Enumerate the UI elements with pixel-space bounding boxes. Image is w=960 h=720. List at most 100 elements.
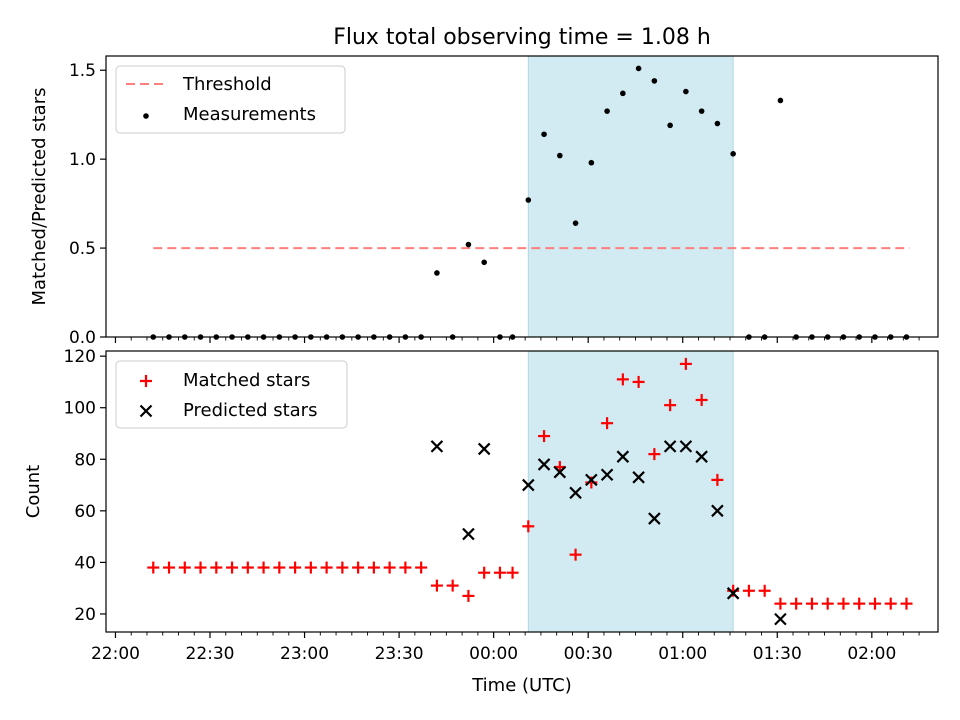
- x-tick-label: 02:00: [847, 644, 896, 664]
- predicted-star-point: [774, 612, 787, 626]
- x-tick-label: 00:30: [564, 644, 613, 664]
- matched-star-point: [616, 373, 629, 386]
- matched-star-point: [538, 430, 551, 443]
- y-tick-label: 1.5: [69, 61, 96, 81]
- predicted-star-point: [679, 440, 693, 453]
- matched-star-point: [695, 393, 708, 406]
- matched-star-point: [774, 597, 787, 610]
- matched-stars-points: [147, 357, 913, 610]
- chart-title: Flux total observing time = 1.08 h: [333, 25, 711, 50]
- y-tick-label: 0.0: [69, 328, 96, 348]
- matched-star-point: [601, 417, 614, 430]
- measurement-point: [651, 78, 658, 84]
- x-tick-label: 22:00: [91, 644, 140, 664]
- measurement-point: [572, 220, 579, 226]
- matched-star-point: [884, 597, 897, 610]
- matched-star-point: [711, 473, 724, 486]
- bottom-y-axis: 20 40 60 80 100 120: [64, 347, 106, 625]
- top-plot-frame: [105, 55, 939, 338]
- bottom-legend: Matched stars Predicted stars: [115, 360, 348, 429]
- matched-star-point: [289, 561, 302, 574]
- matched-star-point: [522, 520, 535, 533]
- matched-star-point: [868, 597, 881, 610]
- matched-star-point: [742, 584, 755, 597]
- matched-star-point: [837, 597, 850, 610]
- x-tick-label: 23:30: [375, 644, 424, 664]
- legend-predicted-label: Predicted stars: [183, 400, 317, 421]
- measurement-point: [714, 120, 721, 127]
- predicted-star-point: [711, 504, 724, 518]
- matched-star-point: [210, 561, 223, 574]
- matched-star-point: [853, 597, 866, 610]
- predicted-star-point: [695, 450, 708, 463]
- measurement-point: [481, 259, 487, 266]
- matched-star-point: [446, 579, 459, 592]
- matched-star-point: [478, 566, 491, 579]
- bottom-y-axis-label: Count: [23, 465, 44, 518]
- predicted-star-point: [522, 478, 535, 492]
- measurement-point: [557, 152, 563, 159]
- matched-star-point: [304, 561, 317, 574]
- matched-star-point: [632, 375, 645, 388]
- measurement-point: [683, 88, 689, 95]
- y-tick-label: 120: [64, 347, 96, 367]
- bottom-x-axis: 22:00 22:30 23:00 23:30 00:00 00:30 01:00 01:30…: [91, 632, 920, 664]
- matched-star-point: [320, 561, 333, 574]
- x-tick-label: 01:00: [658, 644, 707, 664]
- y-tick-label: 0.5: [69, 239, 96, 259]
- predicted-star-point: [553, 465, 567, 479]
- predicted-star-point: [648, 512, 661, 525]
- matched-star-point: [462, 589, 475, 602]
- y-tick-label: 60: [74, 502, 96, 522]
- top-legend-box: [115, 65, 346, 134]
- predicted-stars-points: [430, 440, 787, 626]
- matched-star-point: [226, 561, 239, 574]
- y-tick-label: 1.0: [69, 150, 96, 170]
- y-tick-label: 20: [74, 605, 96, 625]
- bottom-observing-interval-shade: [527, 350, 734, 633]
- top-y-axis: 0.0 0.5 1.0 1.5: [69, 61, 106, 348]
- matched-star-point: [163, 561, 176, 574]
- matched-star-point: [569, 548, 582, 561]
- top-panel: 0.0 0.5 1.0 1.5 Matched/Predicted stars Thr…: [29, 55, 939, 348]
- x-tick-label: 00:00: [469, 644, 518, 664]
- matched-star-point: [178, 561, 191, 574]
- predicted-star-point: [537, 458, 551, 471]
- y-tick-label: 40: [74, 553, 96, 573]
- matched-star-point: [430, 579, 443, 592]
- predicted-star-point: [430, 440, 444, 453]
- predicted-star-point: [616, 450, 630, 463]
- bottom-panel: 20 40 60 80 100 120 22:00 22:30 23:00 23:30 00:00…: [23, 347, 939, 664]
- measurement-point: [541, 131, 547, 138]
- measurement-point: [730, 151, 736, 157]
- x-tick-label: 23:00: [280, 644, 329, 664]
- predicted-star-point: [632, 471, 645, 484]
- predicted-star-point: [462, 527, 475, 541]
- matched-star-point: [506, 566, 519, 579]
- matched-star-point: [790, 597, 803, 610]
- measurement-point: [635, 65, 642, 72]
- predicted-star-point: [585, 473, 598, 487]
- matched-star-point: [758, 584, 771, 597]
- matched-star-point: [664, 399, 677, 412]
- measurement-point: [525, 197, 532, 203]
- legend-measurements-swatch: [143, 113, 149, 119]
- predicted-star-point: [600, 468, 614, 482]
- matched-star-point: [805, 597, 818, 610]
- measurement-point: [620, 90, 626, 97]
- matched-star-point: [194, 561, 207, 574]
- matched-star-point: [399, 561, 412, 574]
- y-tick-label: 100: [64, 399, 96, 419]
- predicted-star-point: [663, 440, 677, 453]
- matched-star-point: [147, 561, 160, 574]
- bottom-plot-frame: [105, 350, 939, 633]
- x-tick-label: 01:30: [753, 644, 802, 664]
- legend-predicted-swatch: [139, 404, 153, 418]
- measurement-point: [698, 108, 705, 114]
- matched-star-point: [679, 357, 692, 370]
- measurement-point: [604, 108, 610, 114]
- y-tick-label: 80: [74, 450, 96, 470]
- x-tick-label: 22:30: [186, 644, 235, 664]
- x-axis-label: Time (UTC): [471, 675, 572, 696]
